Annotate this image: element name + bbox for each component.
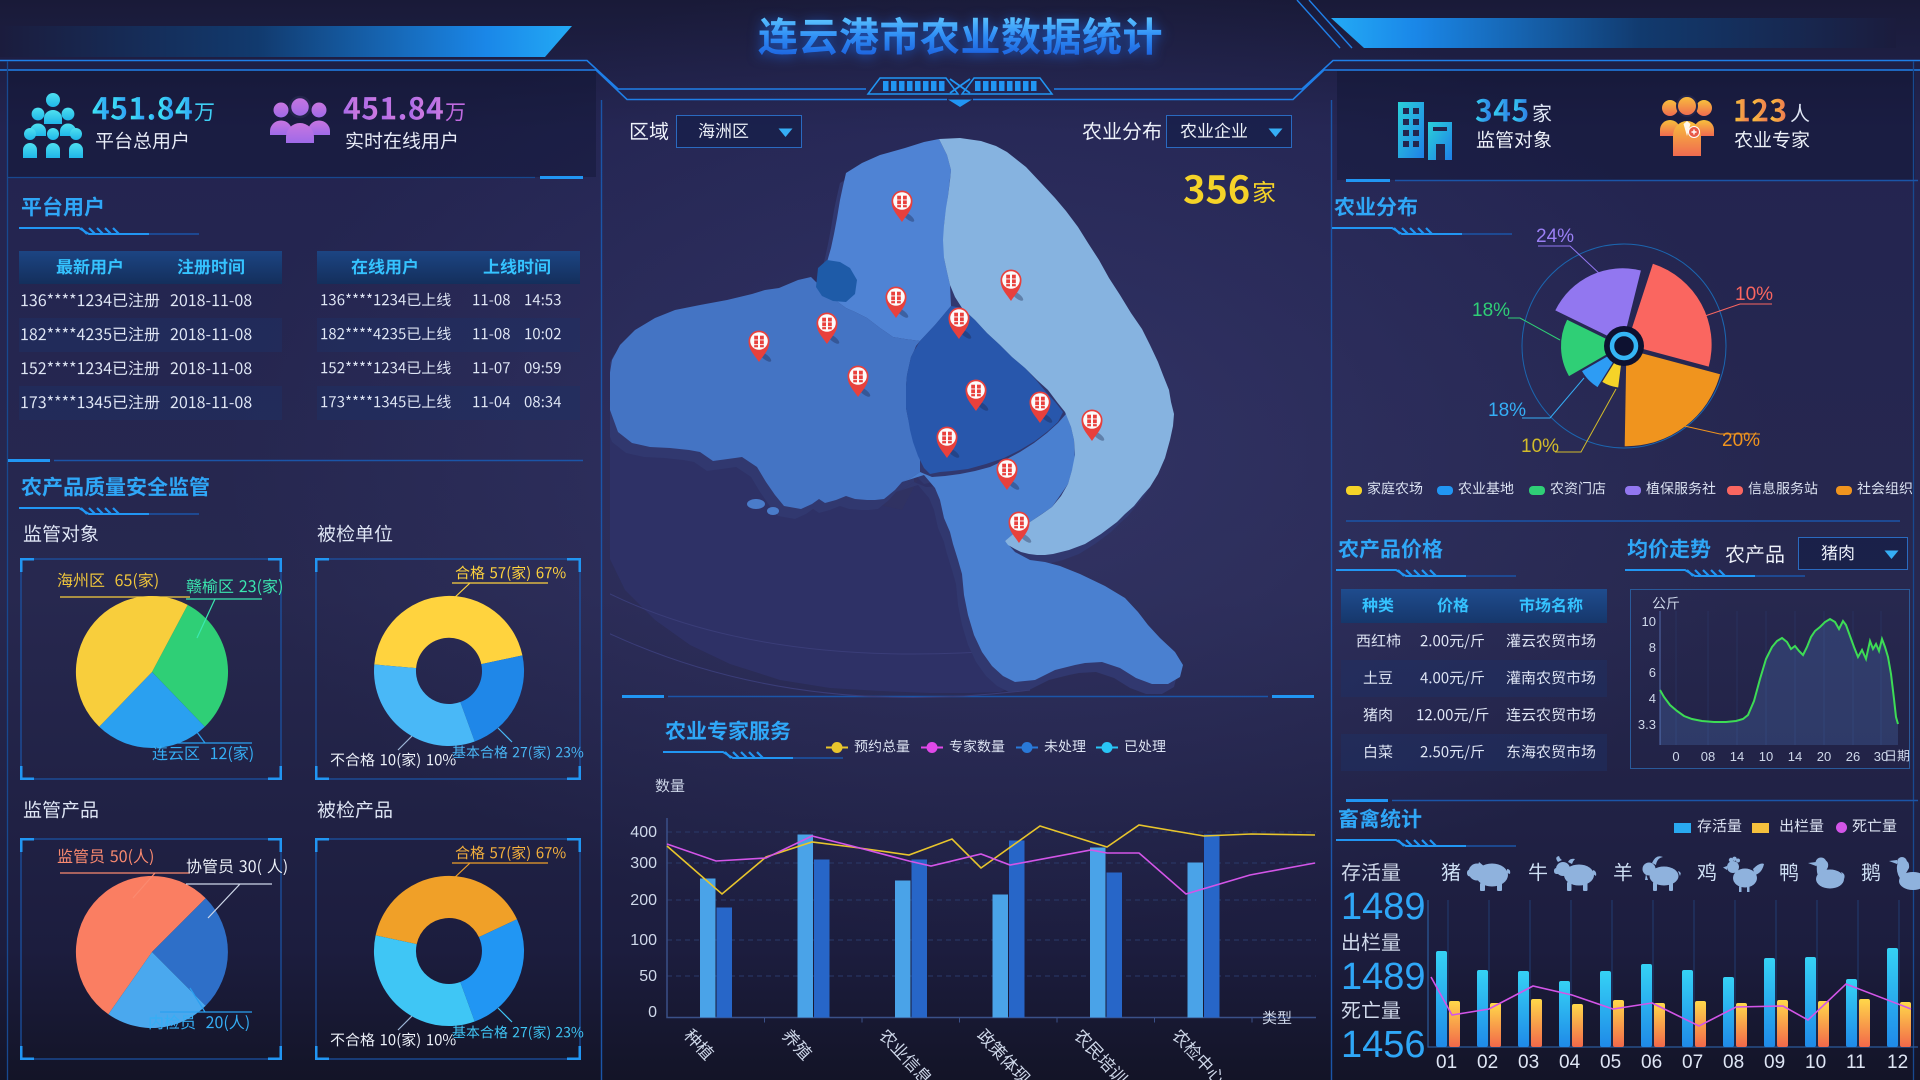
svg-text:0: 0 xyxy=(648,1004,657,1021)
svg-text:14: 14 xyxy=(1730,749,1744,764)
svg-text:14: 14 xyxy=(1788,749,1802,764)
svg-text:400: 400 xyxy=(630,824,657,841)
svg-text:4: 4 xyxy=(1649,691,1656,706)
svg-text:6: 6 xyxy=(1649,665,1656,680)
svg-text:10: 10 xyxy=(1759,749,1773,764)
svg-text:100: 100 xyxy=(630,932,657,949)
svg-text:200: 200 xyxy=(630,892,657,909)
svg-text:08: 08 xyxy=(1701,749,1715,764)
svg-text:8: 8 xyxy=(1649,640,1656,655)
svg-text:10: 10 xyxy=(1642,614,1656,629)
svg-text:300: 300 xyxy=(630,855,657,872)
svg-text:50: 50 xyxy=(639,968,657,985)
svg-text:30: 30 xyxy=(1874,749,1888,764)
svg-text:20: 20 xyxy=(1817,749,1831,764)
svg-text:3.3: 3.3 xyxy=(1638,717,1656,732)
svg-text:0: 0 xyxy=(1672,749,1679,764)
svg-text:26: 26 xyxy=(1846,749,1860,764)
